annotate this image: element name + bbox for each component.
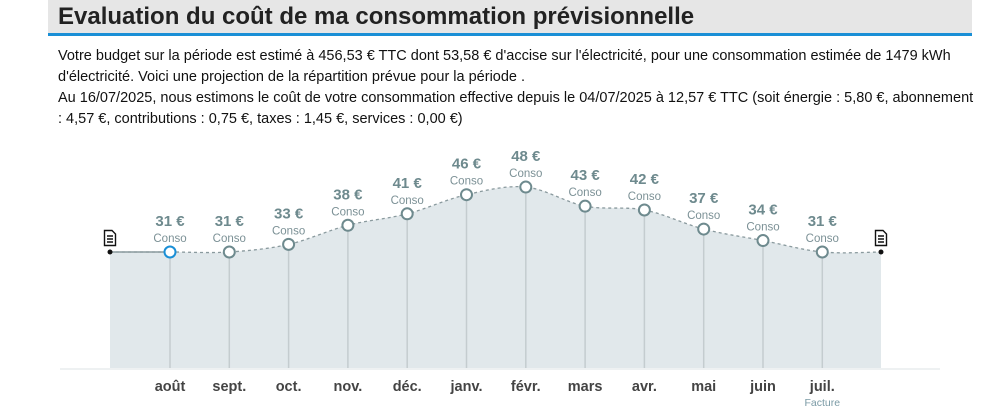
value-label: 31 € bbox=[215, 213, 245, 230]
data-point bbox=[282, 237, 296, 251]
data-point bbox=[163, 245, 177, 259]
data-point bbox=[519, 180, 533, 194]
month-label: févr. bbox=[511, 379, 541, 395]
month-label: déc. bbox=[393, 379, 422, 395]
data-point bbox=[578, 199, 592, 213]
data-point bbox=[400, 207, 414, 221]
point-label: Conso bbox=[331, 206, 364, 218]
budget-text: Votre budget sur la période est estimé à… bbox=[58, 48, 951, 85]
header-bar: Evaluation du coût de ma consommation pr… bbox=[48, 0, 972, 36]
month-label: juin bbox=[749, 379, 776, 395]
value-label: 48 € bbox=[511, 148, 541, 165]
point-label: Conso bbox=[806, 233, 839, 245]
data-point bbox=[341, 218, 355, 232]
page-title: Evaluation du coût de ma consommation pr… bbox=[58, 3, 695, 30]
value-label: 31 € bbox=[155, 213, 185, 230]
data-point bbox=[815, 245, 829, 259]
start-dot bbox=[107, 249, 113, 255]
data-point bbox=[637, 203, 651, 217]
month-label: janv. bbox=[450, 379, 483, 395]
value-label: 31 € bbox=[808, 213, 838, 230]
month-label: juil. bbox=[809, 379, 835, 395]
point-label: Conso bbox=[391, 195, 424, 207]
month-label: avr. bbox=[632, 379, 657, 395]
data-point bbox=[460, 188, 473, 202]
month-label: mai bbox=[691, 379, 716, 395]
budget-summary: Votre budget sur la période est estimé à… bbox=[58, 46, 978, 130]
point-label: Conso bbox=[153, 233, 186, 245]
value-label: 37 € bbox=[689, 190, 719, 207]
value-label: 43 € bbox=[570, 167, 600, 184]
point-label: Conso bbox=[687, 210, 720, 222]
point-label: Conso bbox=[568, 187, 601, 199]
month-label: oct. bbox=[276, 379, 302, 395]
point-label: Conso bbox=[509, 168, 542, 180]
point-label: Conso bbox=[213, 233, 246, 245]
data-point bbox=[697, 222, 711, 236]
value-label: 42 € bbox=[630, 171, 660, 188]
value-label: 34 € bbox=[748, 202, 778, 219]
month-label: mars bbox=[568, 379, 603, 395]
value-label: 38 € bbox=[333, 186, 363, 203]
invoice-label: Facture bbox=[804, 397, 840, 409]
point-label: Conso bbox=[628, 191, 661, 203]
month-label: août bbox=[155, 379, 186, 395]
point-label: Conso bbox=[450, 176, 483, 188]
consumption-text: Au 16/07/2025, nous estimons le coût de … bbox=[58, 90, 974, 127]
point-label: Conso bbox=[272, 225, 305, 237]
value-label: 33 € bbox=[274, 205, 304, 222]
end-dot bbox=[878, 249, 884, 255]
month-label: nov. bbox=[334, 379, 363, 395]
point-label: Conso bbox=[746, 222, 779, 234]
document-icon-end bbox=[874, 229, 888, 247]
area-fill bbox=[110, 186, 881, 368]
month-label: sept. bbox=[212, 379, 246, 395]
data-point bbox=[222, 245, 236, 259]
value-label: 41 € bbox=[393, 175, 423, 192]
value-label: 46 € bbox=[452, 156, 482, 173]
document-icon-start bbox=[103, 229, 117, 247]
data-point bbox=[756, 234, 770, 248]
